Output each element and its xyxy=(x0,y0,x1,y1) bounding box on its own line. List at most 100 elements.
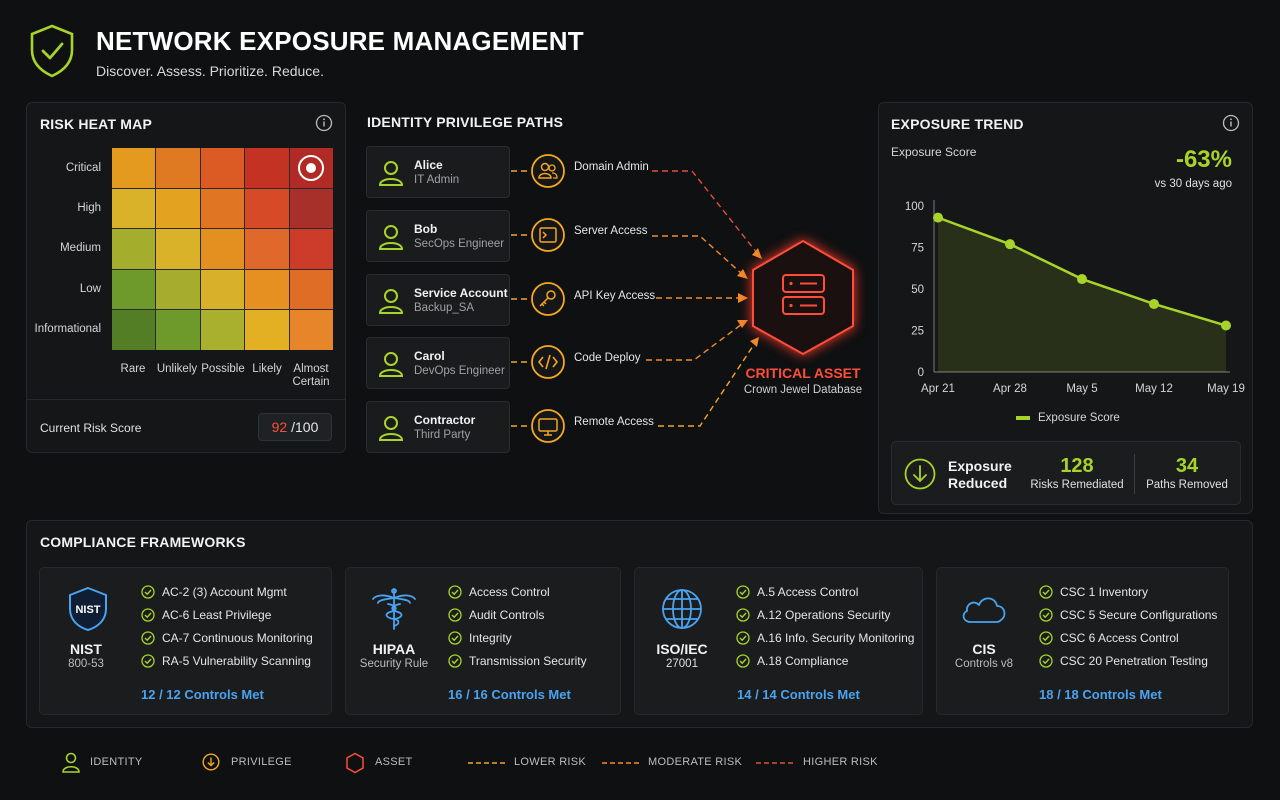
framework-card-nist[interactable]: NIST NIST 800-53 AC-2 (3) Account Mgmt A… xyxy=(39,567,332,715)
control-item: Integrity xyxy=(448,630,512,645)
control-item: Transmission Security xyxy=(448,653,587,668)
identity-role: Third Party xyxy=(414,429,471,441)
heatmap-cell[interactable] xyxy=(112,310,156,350)
legend-lower-risk: LOWER RISK xyxy=(514,756,587,768)
x-tick-label: Apr 28 xyxy=(993,383,1027,395)
key-icon[interactable] xyxy=(530,281,566,317)
user-icon xyxy=(378,352,404,377)
heatmap-cell[interactable] xyxy=(245,188,289,229)
heatmap-cell[interactable] xyxy=(245,269,289,310)
heatmap-cell[interactable] xyxy=(156,148,200,188)
caduceus-icon xyxy=(372,588,416,630)
terminal-icon[interactable] xyxy=(530,217,566,253)
check-circle-icon xyxy=(141,654,155,668)
framework-sub: 27001 xyxy=(666,658,698,670)
heatmap-cell[interactable] xyxy=(156,188,200,229)
control-item: CA-7 Continuous Monitoring xyxy=(141,630,313,645)
row-label: Critical xyxy=(65,162,101,174)
heatmap-title: RISK HEAT MAP xyxy=(40,116,153,132)
identity-card-alice[interactable]: Alice IT Admin xyxy=(366,146,510,198)
exposure-reduced-box: Exposure Reduced 128 Risks Remediated 34… xyxy=(891,441,1241,505)
x-tick-label: May 5 xyxy=(1066,383,1097,395)
nist-logo-text: NIST xyxy=(75,604,100,616)
col-label: Likely xyxy=(252,363,282,375)
heatmap-cell[interactable] xyxy=(200,269,245,310)
monitor-icon[interactable] xyxy=(530,408,566,444)
control-text: CSC 5 Secure Configurations xyxy=(1060,607,1218,622)
control-item: CSC 6 Access Control xyxy=(1039,630,1179,645)
heatmap-cell[interactable] xyxy=(289,310,333,350)
divider xyxy=(27,399,345,400)
heatmap-cell[interactable] xyxy=(245,148,289,188)
info-icon[interactable] xyxy=(315,114,333,132)
shield-icon: NIST xyxy=(69,586,107,632)
heatmap-cell[interactable] xyxy=(112,269,156,310)
heatmap-cell[interactable] xyxy=(289,148,333,188)
trend-title: EXPOSURE TREND xyxy=(891,116,1024,132)
control-item: CSC 5 Secure Configurations xyxy=(1039,607,1217,622)
row-label: Informational xyxy=(34,323,101,335)
higher-risk-line xyxy=(756,762,794,764)
check-circle-icon xyxy=(1039,654,1053,668)
heatmap-cell[interactable] xyxy=(156,310,200,350)
code-icon[interactable] xyxy=(530,344,566,380)
heatmap-cell[interactable] xyxy=(245,310,289,350)
heatmap-grid[interactable] xyxy=(112,148,333,350)
data-point xyxy=(1221,320,1231,331)
framework-card-cis[interactable]: CIS Controls v8 CSC 1 Inventory CSC 5 Se… xyxy=(936,567,1229,715)
shield-check-icon xyxy=(30,24,74,78)
risks-remediated-value: 128 xyxy=(1060,455,1094,477)
info-icon[interactable] xyxy=(1222,114,1240,132)
control-text: CSC 6 Access Control xyxy=(1060,630,1179,645)
controls-met[interactable]: 16 / 16 Controls Met xyxy=(448,687,571,702)
heatmap-cell[interactable] xyxy=(200,148,245,188)
heatmap-cell[interactable] xyxy=(112,188,156,229)
identity-card-carol[interactable]: Carol DevOps Engineer xyxy=(366,337,510,389)
trend-score-label: Exposure Score xyxy=(891,145,977,159)
arrow-down-circle-icon xyxy=(202,753,220,771)
framework-name: HIPAA xyxy=(372,641,416,657)
identity-role: Backup_SA xyxy=(414,302,475,314)
controls-met[interactable]: 18 / 18 Controls Met xyxy=(1039,687,1162,702)
controls-met[interactable]: 14 / 14 Controls Met xyxy=(737,687,860,702)
heatmap-cell[interactable] xyxy=(200,310,245,350)
risk-score-max: /100 xyxy=(287,419,319,435)
heatmap-cell[interactable] xyxy=(200,188,245,229)
heatmap-cell[interactable] xyxy=(289,229,333,269)
paths-title: IDENTITY PRIVILEGE PATHS xyxy=(367,114,564,130)
identity-card-bob[interactable]: Bob SecOps Engineer xyxy=(366,210,510,262)
identity-card-service-account[interactable]: Service Account Backup_SA xyxy=(366,274,510,326)
row-label: Medium xyxy=(60,242,101,254)
control-text: AC-2 (3) Account Mgmt xyxy=(162,584,287,599)
x-tick-label: May 12 xyxy=(1135,383,1173,395)
framework-sub: 800-53 xyxy=(68,658,104,670)
heatmap-cell[interactable] xyxy=(289,188,333,229)
user-icon xyxy=(378,289,404,314)
check-circle-icon xyxy=(448,585,462,599)
check-circle-icon xyxy=(1039,585,1053,599)
user-icon xyxy=(378,161,404,186)
framework-card-iso[interactable]: ISO/IEC 27001 A.5 Access Control A.12 Op… xyxy=(634,567,923,715)
legend-higher-risk: HIGHER RISK xyxy=(803,756,878,768)
trend-vs: vs 30 days ago xyxy=(1154,178,1232,190)
heatmap-cell[interactable] xyxy=(200,229,245,269)
heatmap-cell[interactable] xyxy=(112,148,156,188)
check-circle-icon xyxy=(448,654,462,668)
check-circle-icon xyxy=(1039,631,1053,645)
control-text: A.18 Compliance xyxy=(757,653,849,668)
control-text: CSC 1 Inventory xyxy=(1060,584,1149,599)
users-icon[interactable] xyxy=(530,153,566,189)
control-item: A.18 Compliance xyxy=(736,653,848,668)
privilege-label: Server Access xyxy=(574,225,648,237)
identity-card-contractor[interactable]: Contractor Third Party xyxy=(366,401,510,453)
heatmap-cell[interactable] xyxy=(156,229,200,269)
framework-card-hipaa[interactable]: HIPAA Security Rule Access Control Audit… xyxy=(345,567,621,715)
heatmap-cell[interactable] xyxy=(112,229,156,269)
heatmap-cell[interactable] xyxy=(289,269,333,310)
heatmap-cell[interactable] xyxy=(245,229,289,269)
control-item: A.16 Info. Security Monitoring xyxy=(736,630,914,645)
heatmap-cell[interactable] xyxy=(156,269,200,310)
controls-met[interactable]: 12 / 12 Controls Met xyxy=(141,687,264,702)
target-marker-icon xyxy=(298,154,325,181)
